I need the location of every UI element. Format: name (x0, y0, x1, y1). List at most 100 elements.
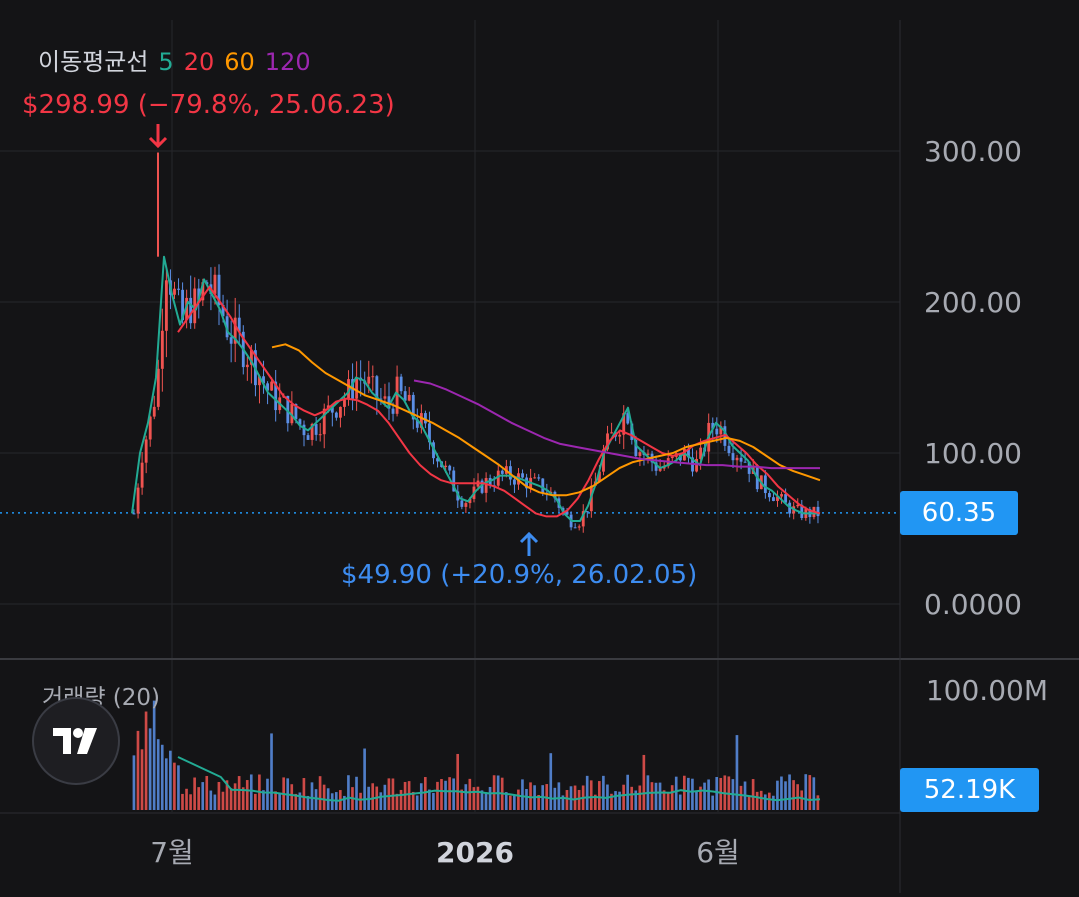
volume-bar (529, 782, 532, 810)
volume-bar (784, 781, 787, 810)
volume-bar (488, 786, 492, 810)
candle-body (306, 435, 310, 440)
candle-body (249, 350, 253, 365)
volume-bar (751, 779, 755, 810)
moving-average-lines (131, 124, 821, 556)
volume-bar (593, 794, 597, 810)
volume-bar (589, 780, 593, 810)
volume-bar (314, 789, 318, 810)
volume-bar (254, 793, 257, 810)
volume-bar (262, 790, 265, 810)
volume-bar (233, 783, 237, 810)
candle-body (500, 470, 504, 474)
volume-bar (347, 775, 350, 810)
candle-body (428, 423, 431, 443)
volume-bar (678, 794, 682, 810)
volume-bar (310, 782, 314, 810)
candle-body (533, 477, 537, 479)
candle-body (541, 478, 545, 493)
candle-body (136, 487, 140, 514)
candle-body (302, 424, 306, 436)
volume-bar (201, 782, 205, 810)
volume-bar (776, 780, 779, 810)
volume-bar (658, 782, 662, 810)
volume-bar (525, 789, 528, 810)
candle-body (780, 494, 783, 497)
volume-bar (719, 777, 723, 810)
candle-body (322, 408, 326, 435)
candle-body (419, 413, 423, 428)
volume-bar (411, 791, 415, 810)
volume-bar (577, 789, 581, 810)
candle-body (763, 475, 767, 494)
volume-bar (808, 775, 812, 810)
volume-bar (654, 782, 658, 810)
volume-bar (363, 748, 366, 810)
volume-bar (415, 795, 419, 810)
volume-bar (136, 730, 140, 810)
candle-body (423, 413, 427, 424)
candle-body (670, 456, 674, 459)
candle-body (391, 408, 395, 414)
volume-bar (270, 733, 273, 810)
low-arrow-icon (519, 531, 539, 556)
volume-bar (610, 793, 613, 810)
volume-bar (444, 780, 447, 810)
candle-body (788, 502, 792, 514)
candle-body (464, 503, 468, 507)
volume-bar (630, 786, 634, 810)
candle-body (160, 330, 164, 369)
volume-bar (666, 793, 670, 810)
volume-bar (387, 778, 391, 810)
candle-body (598, 471, 601, 482)
candle-body (731, 453, 735, 461)
candle-body (739, 457, 743, 462)
volume-bar (241, 787, 245, 810)
volume-bar (197, 787, 200, 810)
high-arrow-icon (148, 124, 168, 149)
candle-body (379, 398, 383, 400)
candle-body (270, 381, 274, 391)
candle-body (626, 413, 630, 424)
low-annotation: $49.90 (+20.9%, 26.02.05) (341, 560, 698, 590)
volume-bar (804, 774, 808, 810)
volume-bar (266, 778, 269, 810)
volume-bar (537, 794, 540, 810)
candle-body (371, 376, 375, 378)
volume-bar (432, 792, 435, 810)
candle-body (577, 526, 581, 528)
time-tick-label: 6월 (696, 836, 740, 869)
candle-body (634, 439, 638, 456)
volume-bar (598, 781, 601, 810)
candle-body (638, 452, 642, 456)
volume-bar (298, 792, 302, 810)
volume-bar (816, 795, 820, 810)
tradingview-logo-icon[interactable] (32, 697, 120, 785)
candle-body (132, 513, 136, 515)
volume-bar (140, 749, 144, 810)
candle-body (144, 439, 148, 463)
candle-body (585, 511, 589, 513)
volume-bar (330, 793, 334, 810)
candle-body (747, 461, 751, 474)
high-annotation: $298.99 (−79.8%, 25.06.23) (22, 90, 395, 120)
candle-body (298, 419, 302, 425)
candle-body (695, 458, 698, 472)
ma-legend[interactable]: 이동평균선 5 20 60 120 (38, 42, 321, 77)
candle-body (565, 511, 569, 515)
candle-body (767, 493, 771, 498)
volume-bar (707, 779, 710, 810)
volume-bar (164, 758, 168, 810)
volume-bar (359, 792, 362, 810)
volume-bar (476, 786, 480, 810)
price-tick-label: 100.00 (924, 437, 1022, 470)
volume-bar (395, 793, 399, 810)
volume-bar (565, 790, 569, 810)
volume-bar (573, 785, 577, 810)
volume-bar (144, 711, 148, 810)
volume-bar (561, 795, 565, 810)
volume-bar (772, 795, 775, 810)
volume-bar (213, 794, 217, 810)
